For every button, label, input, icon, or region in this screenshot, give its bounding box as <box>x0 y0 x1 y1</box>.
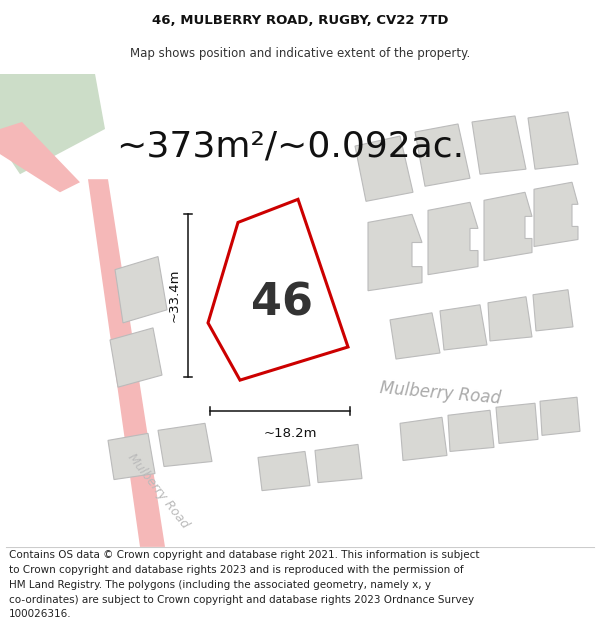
Polygon shape <box>355 136 413 201</box>
Polygon shape <box>400 418 447 461</box>
Text: ~33.4m: ~33.4m <box>167 269 181 322</box>
Polygon shape <box>0 74 105 174</box>
Text: 46: 46 <box>251 281 313 324</box>
Text: Mulberry Road: Mulberry Road <box>125 451 191 531</box>
Polygon shape <box>415 124 470 186</box>
Polygon shape <box>368 214 422 291</box>
Polygon shape <box>110 328 162 387</box>
Polygon shape <box>428 202 478 274</box>
Polygon shape <box>158 423 212 466</box>
Polygon shape <box>115 257 167 323</box>
Polygon shape <box>484 192 532 261</box>
Polygon shape <box>315 444 362 483</box>
Polygon shape <box>533 290 573 331</box>
Polygon shape <box>496 403 538 443</box>
Polygon shape <box>0 122 80 192</box>
Polygon shape <box>540 398 580 436</box>
Polygon shape <box>528 112 578 169</box>
Polygon shape <box>472 116 526 174</box>
Polygon shape <box>258 451 310 491</box>
Text: Map shows position and indicative extent of the property.: Map shows position and indicative extent… <box>130 47 470 59</box>
Text: Mulberry Road: Mulberry Road <box>379 379 502 408</box>
Text: HM Land Registry. The polygons (including the associated geometry, namely x, y: HM Land Registry. The polygons (includin… <box>9 580 431 590</box>
Polygon shape <box>440 305 487 350</box>
Text: Contains OS data © Crown copyright and database right 2021. This information is : Contains OS data © Crown copyright and d… <box>9 550 479 560</box>
Polygon shape <box>448 410 494 451</box>
Polygon shape <box>108 433 155 479</box>
Polygon shape <box>488 297 532 341</box>
Polygon shape <box>88 179 165 547</box>
Polygon shape <box>390 313 440 359</box>
Text: co-ordinates) are subject to Crown copyright and database rights 2023 Ordnance S: co-ordinates) are subject to Crown copyr… <box>9 594 474 604</box>
Text: 46, MULBERRY ROAD, RUGBY, CV22 7TD: 46, MULBERRY ROAD, RUGBY, CV22 7TD <box>152 14 448 27</box>
Polygon shape <box>208 199 348 380</box>
Text: ~373m²/~0.092ac.: ~373m²/~0.092ac. <box>116 129 464 163</box>
Text: ~18.2m: ~18.2m <box>263 428 317 441</box>
Text: 100026316.: 100026316. <box>9 609 71 619</box>
Text: to Crown copyright and database rights 2023 and is reproduced with the permissio: to Crown copyright and database rights 2… <box>9 565 464 575</box>
Polygon shape <box>534 182 578 246</box>
